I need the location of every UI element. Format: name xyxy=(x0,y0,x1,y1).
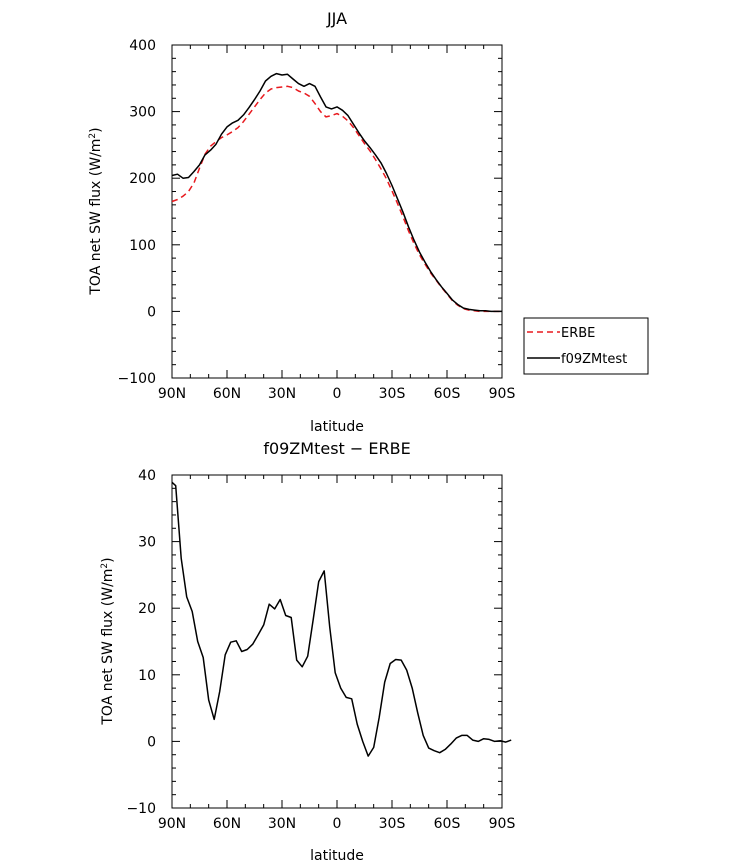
x-tick-label: 90S xyxy=(489,386,516,402)
x-tick-label: 90S xyxy=(489,816,516,832)
legend-erbe-label: ERBE xyxy=(561,326,595,341)
top-series-line-erbe xyxy=(171,85,502,313)
top-x-axis-label: latitude xyxy=(310,419,364,435)
top-y-axis-label: TOA net SW flux (W/m2) xyxy=(88,127,104,295)
y-tick-label: 0 xyxy=(147,304,156,320)
x-tick-label: 60S xyxy=(434,816,461,832)
y-tick-label: −10 xyxy=(126,801,156,817)
x-tick-label: 60N xyxy=(213,386,241,402)
x-tick-label: 90N xyxy=(158,816,186,832)
top-ticks xyxy=(171,44,503,379)
y-tick-label: 200 xyxy=(129,171,156,187)
bottom-chart: f09ZMtest − ERBE 90N 60N 30N 0 30S 60S 90S −10 0… xyxy=(100,439,515,864)
y-tick-label: 400 xyxy=(129,38,156,54)
y-tick-label: 100 xyxy=(129,238,156,254)
bottom-y-axis-label: TOA net SW flux (W/m2) xyxy=(100,557,116,725)
top-chart: JJA 90N 60N 30N 0 30S 60S 90S −100 0 100 200 300 400… xyxy=(88,9,649,435)
x-tick-label: 30N xyxy=(268,816,296,832)
y-tick-label: 300 xyxy=(129,105,156,121)
legend-f09zmtest-label: f09ZMtest xyxy=(561,352,627,367)
y-tick-label: −100 xyxy=(118,371,156,387)
top-chart-title: JJA xyxy=(326,9,347,28)
x-tick-label: 90N xyxy=(158,386,186,402)
x-tick-label: 60S xyxy=(434,386,461,402)
y-tick-label: 10 xyxy=(138,668,156,684)
x-tick-label: 0 xyxy=(333,386,342,402)
top-series xyxy=(171,72,502,313)
legend: ERBE f09ZMtest xyxy=(523,317,649,375)
top-tick-labels: 90N 60N 30N 0 30S 60S 90S −100 0 100 200 300 400 xyxy=(118,38,516,402)
x-tick-label: 30S xyxy=(379,816,406,832)
y-tick-label: 20 xyxy=(138,601,156,617)
bottom-tick-labels: 90N 60N 30N 0 30S 60S 90S −10 0 10 20 30 40 xyxy=(126,468,515,832)
x-tick-label: 0 xyxy=(333,816,342,832)
bottom-x-axis-label: latitude xyxy=(310,848,364,864)
bottom-chart-title: f09ZMtest − ERBE xyxy=(263,439,410,458)
top-series-line-f09zmtest xyxy=(171,72,502,313)
bottom-series-line-difference xyxy=(171,481,512,757)
y-tick-label: 40 xyxy=(138,468,156,484)
legend-box xyxy=(523,317,649,375)
bottom-ticks xyxy=(171,474,503,809)
bottom-plot-frame xyxy=(171,474,503,809)
x-tick-label: 30N xyxy=(268,386,296,402)
top-plot-frame xyxy=(171,44,503,379)
bottom-series xyxy=(171,481,512,757)
y-tick-label: 0 xyxy=(147,734,156,750)
y-tick-label: 30 xyxy=(138,535,156,551)
x-tick-label: 60N xyxy=(213,816,241,832)
x-tick-label: 30S xyxy=(379,386,406,402)
